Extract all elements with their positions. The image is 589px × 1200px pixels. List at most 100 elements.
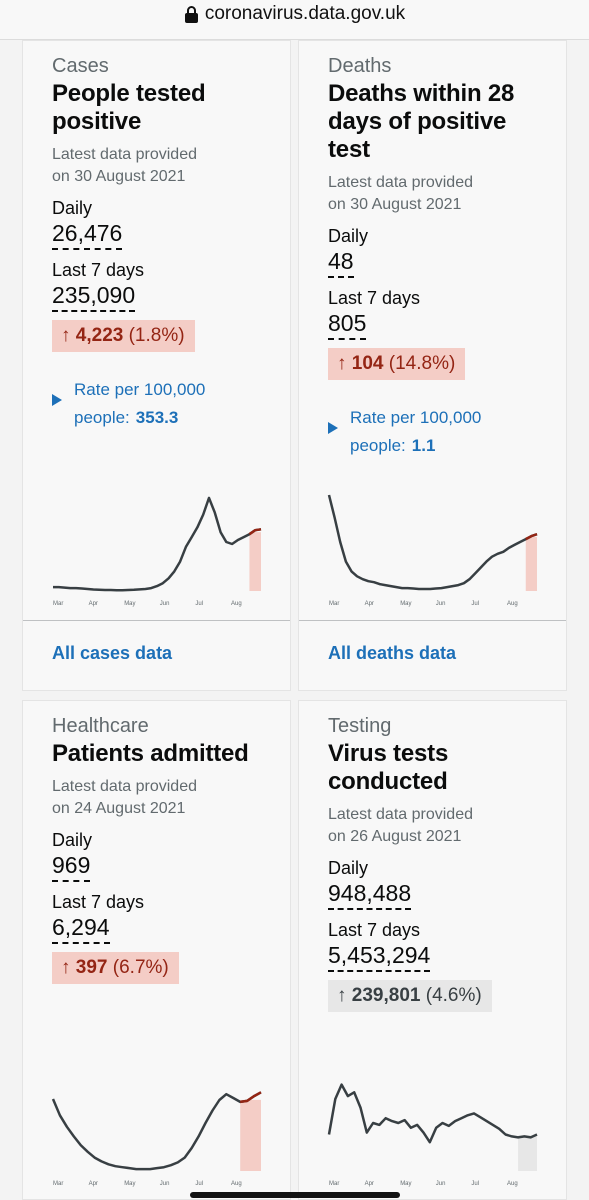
rate-label: Rate per 100,000 <box>74 380 206 399</box>
recent-period-band <box>249 532 261 591</box>
cases-chart: Mar Apr May Jun Jul Aug <box>51 489 265 609</box>
lock-icon <box>184 5 198 23</box>
change-percent: (1.8%) <box>128 325 185 346</box>
daily-value[interactable]: 48 <box>328 248 354 278</box>
url-text: coronavirus.data.gov.uk <box>204 3 406 24</box>
x-tick-label: Jun <box>160 1181 170 1187</box>
card-category: Deaths <box>328 55 392 77</box>
card-title-line: People tested <box>52 80 206 107</box>
card-footer: All cases data <box>23 620 290 691</box>
change-percent: (6.7%) <box>112 957 169 978</box>
home-indicator[interactable] <box>190 1192 400 1198</box>
week-value[interactable]: 5,453,294 <box>328 942 431 972</box>
card-title-line: Deaths within 28 <box>328 80 515 107</box>
all-cases-data-link[interactable]: All cases data <box>52 643 173 663</box>
change-value: 239,801 <box>351 985 421 1006</box>
x-tick-label: May <box>400 1181 411 1187</box>
latest-date: on 30 August 2021 <box>52 168 186 185</box>
rate-disclosure[interactable]: Rate per 100,000 people: 353.3 <box>52 376 282 432</box>
card-title-line: positive <box>52 108 142 135</box>
card-title-line: Patients admitted <box>52 740 249 767</box>
series-line <box>51 1091 262 1171</box>
week-value[interactable]: 6,294 <box>52 914 110 944</box>
x-tick-label: Aug <box>507 601 518 607</box>
x-tick-label: Aug <box>231 601 242 607</box>
rate-value: 353.3 <box>135 408 179 427</box>
change-percent: (4.6%) <box>425 985 482 1006</box>
rate-label: Rate per 100,000 <box>350 408 482 427</box>
latest-data-note: Latest data provided on 30 August 2021 <box>328 172 558 216</box>
x-tick-label: Jun <box>436 601 446 607</box>
cases-card-body: Cases People tested positive Latest data… <box>52 53 282 432</box>
daily-label: Daily <box>328 226 369 246</box>
daily-label: Daily <box>52 198 93 218</box>
card-title-line: conducted <box>328 768 448 795</box>
change-badge: ↑ 104 (14.8%) <box>328 348 466 380</box>
latest-date: on 30 August 2021 <box>328 196 462 213</box>
x-tick-label: Apr <box>365 601 374 607</box>
x-tick-label: Mar <box>329 1181 339 1187</box>
latest-date: on 26 August 2021 <box>328 828 462 845</box>
latest-data-note: Latest data provided on 26 August 2021 <box>328 804 558 848</box>
browser-url-bar[interactable]: coronavirus.data.gov.uk <box>0 0 589 40</box>
series-line <box>327 494 538 591</box>
arrow-up-icon: ↑ <box>61 325 71 346</box>
change-value: 4,223 <box>75 325 124 346</box>
week-value[interactable]: 805 <box>328 310 367 340</box>
week-label: Last 7 days <box>52 260 145 280</box>
x-tick-label: Aug <box>231 1181 242 1187</box>
x-tick-label: May <box>124 601 135 607</box>
healthcare-chart: Mar Apr May Jun Jul Aug <box>51 1071 265 1189</box>
week-label: Last 7 days <box>328 288 421 308</box>
disclosure-triangle-icon <box>52 394 62 406</box>
rate-label-people: people: <box>350 436 406 455</box>
disclosure-triangle-icon <box>328 422 338 434</box>
recent-series-line <box>248 528 262 536</box>
card-title: People tested positive <box>52 80 282 136</box>
deaths-card-body: Deaths Deaths within 28 days of positive… <box>328 53 558 460</box>
latest-line: Latest data provided <box>328 174 473 191</box>
deaths-chart: Mar Apr May Jun Jul Aug <box>327 489 541 609</box>
week-label: Last 7 days <box>328 920 421 940</box>
rate-disclosure[interactable]: Rate per 100,000 people: 1.1 <box>328 404 558 460</box>
recent-series-line <box>240 1091 262 1104</box>
card-title-line: test <box>328 136 370 163</box>
x-tick-label: Apr <box>365 1181 374 1187</box>
healthcare-card: Healthcare Patients admitted Latest data… <box>22 700 291 1200</box>
card-title-line: days of positive <box>328 108 507 135</box>
testing-chart: Mar Apr May Jun Jul Aug <box>327 1071 541 1189</box>
x-tick-label: Jul <box>195 601 203 607</box>
change-badge: ↑ 4,223 (1.8%) <box>52 320 195 352</box>
cases-card: Cases People tested positive Latest data… <box>22 40 291 691</box>
all-deaths-data-link[interactable]: All deaths data <box>328 643 457 663</box>
daily-value[interactable]: 969 <box>52 852 91 882</box>
rate-label-people: people: <box>74 408 130 427</box>
testing-card-body: Testing Virus tests conducted Latest dat… <box>328 713 558 1012</box>
healthcare-card-body: Healthcare Patients admitted Latest data… <box>52 713 282 984</box>
week-value[interactable]: 235,090 <box>52 282 136 312</box>
card-category: Testing <box>328 715 392 737</box>
change-badge: ↑ 239,801 (4.6%) <box>328 980 492 1012</box>
card-title: Patients admitted <box>52 740 282 768</box>
daily-value[interactable]: 26,476 <box>52 220 123 250</box>
week-label: Last 7 days <box>52 892 145 912</box>
x-tick-label: Jun <box>160 601 170 607</box>
latest-data-note: Latest data provided on 30 August 2021 <box>52 144 282 188</box>
change-value: 104 <box>351 353 384 374</box>
card-title: Deaths within 28 days of positive test <box>328 80 558 164</box>
card-title: Virus tests conducted <box>328 740 558 796</box>
daily-value[interactable]: 948,488 <box>328 880 412 910</box>
x-tick-label: Jul <box>195 1181 203 1187</box>
x-tick-label: May <box>124 1181 135 1187</box>
recent-series-line <box>525 533 538 541</box>
x-tick-label: Mar <box>53 601 63 607</box>
arrow-up-icon: ↑ <box>337 353 347 374</box>
x-tick-label: Jul <box>471 601 479 607</box>
x-tick-label: Apr <box>89 601 98 607</box>
deaths-card: Deaths Deaths within 28 days of positive… <box>298 40 567 691</box>
x-tick-label: Apr <box>89 1181 98 1187</box>
x-tick-label: Mar <box>329 601 339 607</box>
recent-period-band <box>240 1099 261 1171</box>
x-tick-label: May <box>400 601 411 607</box>
arrow-up-icon: ↑ <box>61 957 71 978</box>
